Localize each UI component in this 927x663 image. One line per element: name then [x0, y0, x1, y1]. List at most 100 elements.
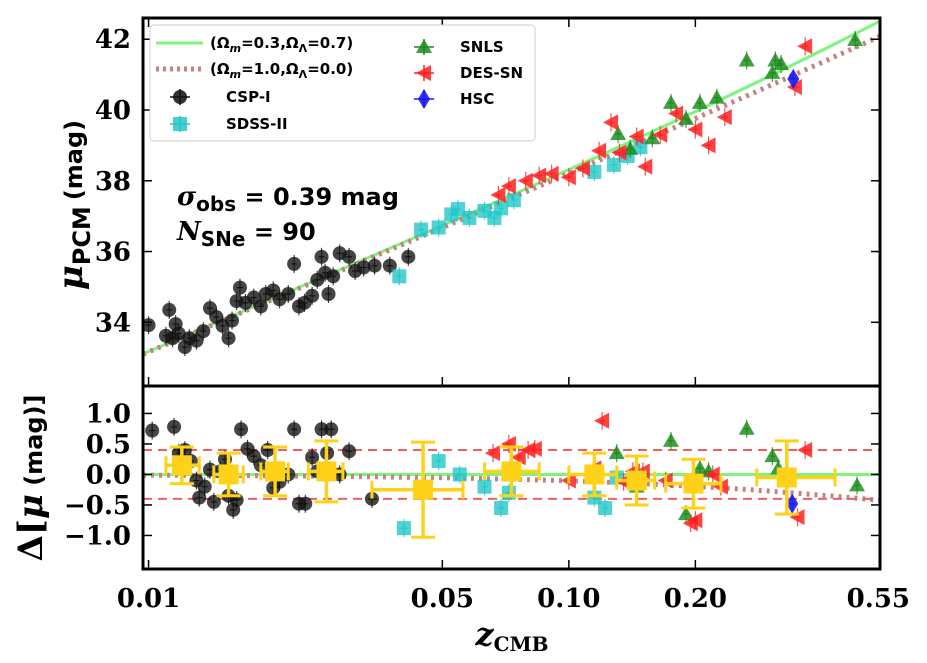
bottom-xtick-label-1: 0.05: [411, 584, 474, 614]
point-snls-3: [662, 93, 679, 112]
point-snls-2: [644, 129, 661, 148]
binned-point-3: [306, 439, 345, 504]
residual-des-17: [797, 441, 813, 460]
residual-panel: −1.0−0.50.00.51.0 0.01 0.05 0.10 0.20 0.55 Δ…: [11, 384, 910, 656]
point-des-10: [628, 127, 644, 146]
legend-des-marker: [416, 65, 431, 81]
point-snls-8: [764, 63, 781, 82]
residual-des-14: [704, 465, 720, 484]
binned-point-7: [615, 454, 657, 507]
residual-csp-9: [206, 492, 221, 511]
point-des-12: [652, 125, 668, 144]
residual-points: [145, 411, 866, 539]
point-csp-38: [382, 256, 397, 275]
legend-entry-des: DES-SN: [414, 64, 523, 82]
point-des-16: [716, 108, 732, 127]
point-sdss-10: [587, 162, 602, 181]
residual-csp-23: [287, 420, 302, 439]
bottom-x-ticks: 0.01 0.05 0.10 0.20 0.55: [117, 560, 910, 614]
bottom-y-ticks: −1.0−0.50.00.51.0: [64, 399, 880, 551]
point-csp-9: [196, 322, 211, 341]
point-des-13: [668, 104, 684, 123]
legend: (Ωm=0.3,ΩΛ=0.7) (Ωm=1.0,ΩΛ=0.0) CSP-I SD…: [149, 24, 536, 142]
point-sdss-1: [414, 220, 429, 239]
binned-point-8: [664, 457, 723, 510]
point-des-18: [797, 37, 813, 56]
bottom-xtick-label-4: 0.55: [847, 584, 910, 614]
residual-hsc-0: [786, 493, 799, 514]
point-csp-32: [326, 267, 341, 286]
top-y-ticks: 34 36 38 40 42: [95, 25, 880, 338]
point-snls-0: [610, 125, 627, 144]
legend-box: [149, 24, 536, 142]
bottom-ytick-label-0: −1.0: [64, 521, 131, 551]
point-snls-7: [738, 51, 755, 70]
point-sdss-9: [506, 191, 521, 210]
point-des-14: [687, 120, 703, 139]
point-csp-13: [221, 329, 236, 348]
point-csp-39: [401, 247, 416, 266]
residual-snls-9: [849, 476, 866, 495]
legend-csp-marker: [173, 90, 187, 104]
point-des-0: [490, 185, 506, 204]
residual-sdss-2: [452, 465, 467, 484]
bottom-ytick-label-1: −0.5: [64, 491, 131, 521]
point-csp-14: [225, 311, 240, 330]
residual-csp-32: [342, 442, 357, 461]
residual-csp-1: [167, 417, 182, 436]
point-sdss-4: [451, 200, 466, 219]
binned-point-2: [259, 445, 290, 498]
point-des-8: [603, 113, 619, 132]
bottom-xtick-label-2: 0.10: [537, 584, 600, 614]
residual-csp-30: [324, 420, 339, 439]
residual-sdss-4: [494, 499, 509, 517]
bottom-xtick-label-3: 0.20: [664, 584, 727, 614]
point-csp-5: [171, 324, 186, 343]
top-ytick-label-2: 38: [95, 167, 131, 197]
residual-sdss-3: [477, 477, 492, 496]
point-sdss-0: [392, 267, 407, 286]
top-ytick-label-0: 34: [95, 308, 131, 338]
bottom-ytick-label-2: 0.0: [86, 460, 131, 490]
point-csp-29: [314, 247, 329, 266]
bottom-y-axis-label: Δ[μ (mag)]: [11, 394, 51, 561]
point-snls-4: [677, 109, 694, 128]
legend-snls-marker: [416, 39, 432, 53]
top-ytick-label-3: 40: [95, 96, 131, 126]
point-csp-24: [287, 254, 302, 273]
point-snls-5: [691, 93, 708, 112]
residual-des-7: [594, 411, 610, 430]
point-csp-36: [356, 258, 371, 277]
point-snls-11: [847, 30, 864, 49]
residual-snls-0: [608, 444, 625, 463]
point-sdss-8: [494, 199, 509, 218]
residual-des-0: [484, 444, 500, 463]
legend-sdss-marker: [173, 117, 187, 131]
bottom-ytick-label-4: 1.0: [86, 399, 131, 429]
nsne-annotation: NSNe = 90: [176, 217, 316, 251]
point-hsc-0: [787, 68, 800, 89]
residual-csp-33: [364, 489, 379, 508]
point-csp-31: [321, 285, 336, 303]
residual-csp-19: [260, 441, 275, 460]
residual-sdss-5: [501, 483, 516, 502]
supernova-points: [143, 30, 864, 357]
point-sdss-2: [431, 218, 446, 237]
point-snls-6: [708, 88, 725, 107]
point-csp-16: [232, 278, 247, 297]
point-csp-27: [305, 286, 320, 305]
residual-sdss-1: [431, 452, 446, 471]
point-des-11: [637, 157, 653, 176]
point-des-9: [611, 143, 627, 162]
legend-entry-hsc: HSC: [414, 89, 494, 109]
point-des-2: [517, 171, 533, 190]
point-csp-2: [162, 300, 177, 319]
top-ytick-label-1: 36: [95, 238, 131, 268]
binned-point-9: [755, 439, 837, 516]
residual-csp-7: [197, 477, 212, 496]
point-csp-37: [367, 256, 382, 275]
residual-csp-28: [314, 420, 329, 439]
legend-sdss-label: SDSS-II: [226, 115, 288, 133]
legend-des-label: DES-SN: [460, 64, 523, 82]
